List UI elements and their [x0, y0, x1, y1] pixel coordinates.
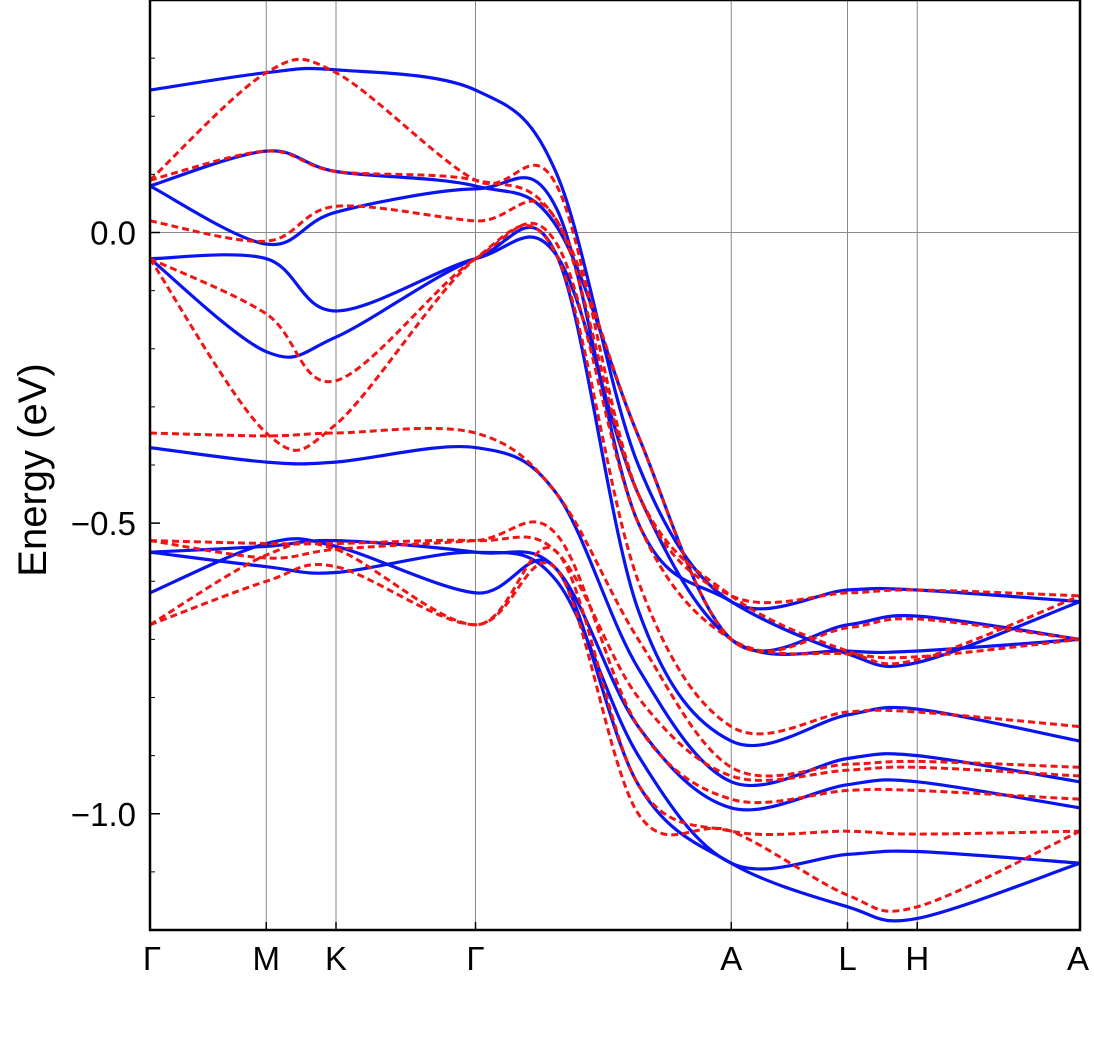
- grid-lines: [150, 0, 1080, 930]
- solid-band-3: [150, 235, 1080, 656]
- dashed-band-14: [150, 426, 1080, 778]
- dashed-band-9: [150, 57, 1080, 605]
- x-tick-label-7: A: [1067, 940, 1089, 977]
- solid-band-8: [150, 537, 1080, 923]
- y-axis-ticks: 0.0 −0.5 −1.0: [71, 57, 160, 873]
- y-tick-label-1: −0.5: [71, 505, 136, 542]
- x-tick-label-6: H: [905, 940, 929, 977]
- dashed-band-13: [150, 223, 1080, 736]
- solid-band-5: [150, 445, 1080, 788]
- solid-band-6: [150, 538, 1080, 812]
- dashed-band-17: [150, 541, 1080, 836]
- solid-band-4: [150, 225, 1080, 748]
- x-tick-label-3: Γ: [466, 940, 484, 977]
- solid-band-0: [150, 66, 1080, 611]
- y-tick-label-2: −1.0: [71, 796, 136, 833]
- x-tick-label-1: M: [253, 940, 281, 977]
- solid-band-1: [150, 149, 1080, 653]
- x-tick-label-4: A: [720, 940, 742, 977]
- band-lines: [150, 57, 1080, 923]
- dashed-band-12: [150, 221, 1080, 660]
- x-tick-label-5: L: [838, 940, 856, 977]
- dashed-band-18: [150, 561, 1080, 913]
- x-tick-label-0: Γ: [143, 940, 161, 977]
- y-axis-title: Energy (eV): [11, 363, 55, 576]
- y-tick-label-0: 0.0: [90, 215, 136, 252]
- solid-band-7: [150, 550, 1080, 871]
- x-tick-label-2: K: [325, 940, 347, 977]
- dashed-band-16: [150, 520, 1080, 804]
- dashed-band-11: [150, 199, 1080, 666]
- dashed-band-10: [150, 149, 1080, 654]
